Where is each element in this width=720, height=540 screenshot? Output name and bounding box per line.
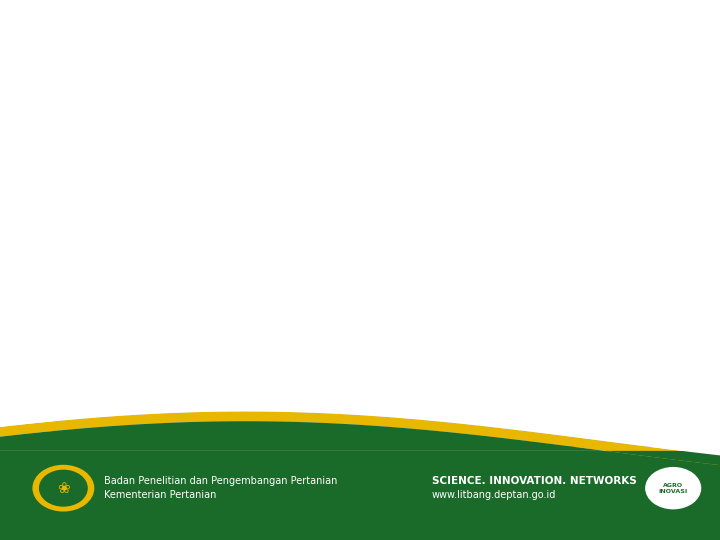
Text: Inovasi
teknologi
bujangseta: Inovasi teknologi bujangseta xyxy=(72,192,154,248)
Text: Teknologi cara
petani: Teknologi cara petani xyxy=(72,299,178,335)
Text: ❀: ❀ xyxy=(57,481,70,496)
Polygon shape xyxy=(0,411,720,465)
Text: Perlakuan: Perlakuan xyxy=(130,117,212,132)
Text: n: n xyxy=(369,395,379,410)
Bar xyxy=(54,165,288,275)
Text: Peningkatan (%): Peningkatan (%) xyxy=(518,117,655,132)
Bar xyxy=(288,165,479,275)
Polygon shape xyxy=(0,421,720,465)
Bar xyxy=(288,275,479,359)
Bar xyxy=(288,84,479,165)
Polygon shape xyxy=(0,0,720,455)
Text: produksi buah: produksi buah xyxy=(72,43,274,67)
Text: SCIENCE. INNOVATION. NETWORKS: SCIENCE. INNOVATION. NETWORKS xyxy=(432,476,636,485)
Bar xyxy=(479,84,695,165)
Text: 44,12   a: 44,12 a xyxy=(369,213,433,227)
Text: Badan Penelitian dan Pengembangan Pertanian: Badan Penelitian dan Pengembangan Pertan… xyxy=(104,476,338,485)
Text: Kementerian Pertanian: Kementerian Pertanian xyxy=(104,490,217,500)
Text: 25,21   b: 25,21 b xyxy=(369,310,434,325)
Circle shape xyxy=(40,470,87,506)
Text: AGRO
INOVASI: AGRO INOVASI xyxy=(659,483,688,494)
Bar xyxy=(54,275,288,359)
Bar xyxy=(479,359,695,446)
Bar xyxy=(479,165,695,275)
Bar xyxy=(288,359,479,446)
Bar xyxy=(479,275,695,359)
Text: Uji t 5%: Uji t 5% xyxy=(72,395,133,410)
Circle shape xyxy=(33,465,94,511)
Bar xyxy=(0,451,720,540)
Circle shape xyxy=(646,468,701,509)
Bar xyxy=(54,359,288,446)
Bar xyxy=(54,84,288,165)
Text: 75: 75 xyxy=(572,310,591,325)
Text: www.litbang.deptan.go.id: www.litbang.deptan.go.id xyxy=(432,490,557,500)
Text: Produksi per
pohon (kg): Produksi per pohon (kg) xyxy=(330,107,436,141)
